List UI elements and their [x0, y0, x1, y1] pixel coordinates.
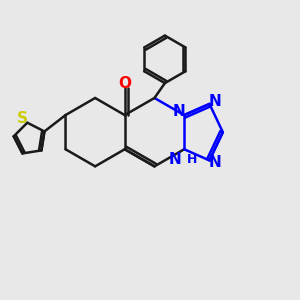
Text: N: N	[208, 155, 221, 170]
Text: S: S	[17, 111, 28, 126]
Text: H: H	[187, 153, 197, 166]
Text: N: N	[172, 104, 185, 119]
Text: N: N	[169, 152, 181, 167]
Text: O: O	[118, 76, 131, 92]
Text: N: N	[208, 94, 221, 109]
